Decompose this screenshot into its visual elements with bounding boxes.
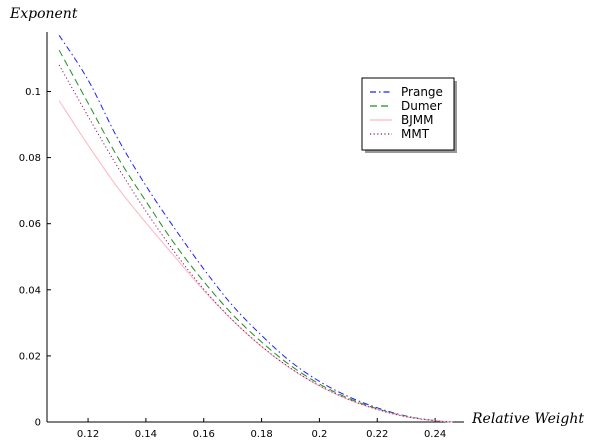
x-tick-label: 0.12	[77, 429, 99, 440]
x-tick-label: 0.22	[366, 429, 388, 440]
x-axis-title: Relative Weight	[471, 411, 584, 427]
x-tick-label: 0.16	[193, 429, 215, 440]
y-tick-label: 0.08	[19, 153, 41, 164]
series-layer	[58, 35, 453, 423]
legend-label-bjmm: BJMM	[401, 113, 433, 127]
x-tick-label: 0.2	[311, 429, 327, 440]
x-tick-label: 0.18	[250, 429, 272, 440]
legend-label-mmt: MMT	[401, 127, 430, 141]
y-tick-label: 0.06	[19, 219, 41, 230]
y-tick-label: 0.02	[19, 351, 41, 362]
x-tick-label: 0.24	[424, 429, 446, 440]
y-tick-label: 0	[35, 418, 41, 429]
legend-label-prange: Prange	[401, 85, 443, 99]
axis-ticks: 0.12 0.14 0.16 0.18 0.2 0.22 0.24 0 0.02 0.04 0.06…	[19, 87, 446, 440]
series-line-bjmm	[58, 100, 453, 423]
y-axis-title: Exponent	[9, 6, 78, 22]
y-tick-label: 0.04	[19, 285, 41, 296]
legend-label-dumer: Dumer	[401, 99, 442, 113]
x-tick-label: 0.14	[135, 429, 157, 440]
legend-box	[361, 77, 455, 151]
y-tick-label: 0.1	[25, 87, 41, 98]
